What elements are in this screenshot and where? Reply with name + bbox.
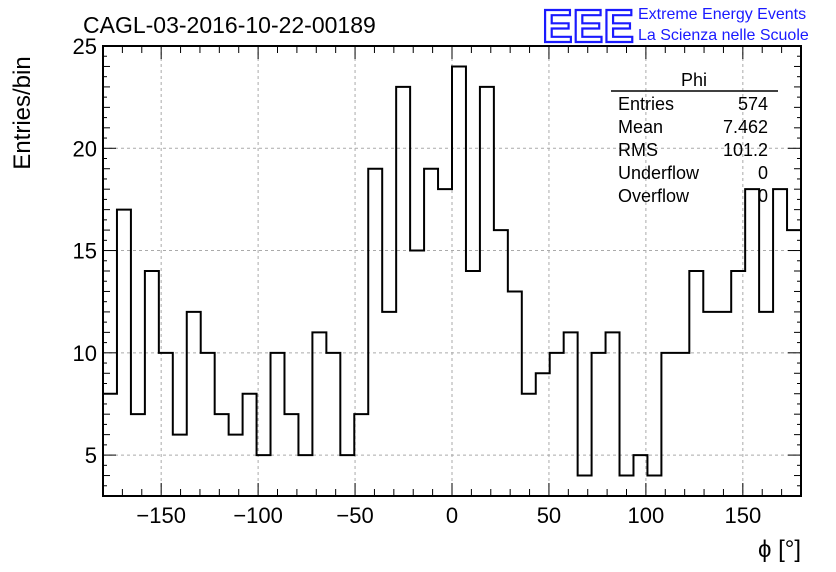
stats-value: 574: [738, 94, 768, 114]
histogram-bin: [536, 373, 550, 496]
stats-label: Entries: [618, 94, 674, 114]
stats-value: 101.2: [723, 140, 768, 160]
histogram-bin: [731, 271, 745, 496]
histogram-bin: [578, 476, 592, 496]
stats-row-mean: Mean 7.462: [618, 117, 768, 137]
histogram-bin: [243, 394, 257, 496]
histogram-bin: [410, 251, 424, 496]
stats-row-underflow: Underflow 0: [618, 163, 768, 183]
histogram-bin: [606, 332, 620, 496]
histogram-bin: [131, 414, 145, 496]
histogram-bin: [689, 271, 703, 496]
histogram-bin: [145, 271, 159, 496]
histogram-bin: [396, 87, 410, 496]
histogram-bin: [424, 169, 438, 496]
x-tick-label: 100: [628, 503, 665, 528]
histogram-bin: [229, 435, 243, 496]
y-tick-label: 5: [85, 443, 97, 468]
x-axis-title: ϕ [°]: [758, 536, 801, 563]
histogram-bin: [284, 414, 298, 496]
histogram-bin: [550, 353, 564, 496]
stats-label: Underflow: [618, 163, 700, 183]
x-tick-label: 50: [537, 503, 561, 528]
chart-title: CAGL-03-2016-10-22-00189: [83, 12, 376, 38]
histogram-bin: [201, 353, 215, 496]
y-tick-label: 20: [73, 136, 97, 161]
histogram-bin: [745, 189, 759, 496]
eee-logo: EEE Extreme Energy Events La Scienza nel…: [541, 0, 809, 53]
histogram-bin: [215, 414, 229, 496]
histogram-bin: [187, 312, 201, 496]
y-tick-label: 15: [73, 239, 97, 264]
x-tick-label: −100: [233, 503, 283, 528]
histogram-bin: [633, 455, 647, 496]
stats-label: Mean: [618, 117, 663, 137]
histogram-bin: [773, 189, 787, 496]
histogram-bin: [675, 353, 689, 496]
histogram-bin: [173, 435, 187, 496]
stats-box: Phi Entries 574 Mean 7.462 RMS 101.2 Und…: [611, 70, 778, 206]
histogram-bin: [298, 455, 312, 496]
x-tick-label: 150: [724, 503, 761, 528]
stats-row-rms: RMS 101.2: [618, 140, 768, 160]
stats-label: Overflow: [618, 186, 690, 206]
histogram-bin: [522, 394, 536, 496]
histogram-bin: [117, 210, 131, 496]
histogram-bin: [564, 332, 578, 496]
histogram-bin: [271, 353, 285, 496]
stats-value: 0: [758, 186, 768, 206]
histogram-bin: [703, 312, 717, 496]
stats-row-entries: Entries 574: [618, 94, 768, 114]
stats-value: 7.462: [723, 117, 768, 137]
histogram-bin: [466, 271, 480, 496]
histogram-bin: [452, 66, 466, 496]
logo-line-1: Extreme Energy Events: [638, 6, 806, 23]
histogram-bin: [592, 353, 606, 496]
histogram-bin: [368, 169, 382, 496]
tick-labels: −150 −100 −50 0 50 100 150 5 10 15 20 25: [73, 34, 762, 528]
histogram-bin: [382, 312, 396, 496]
x-tick-label: 0: [446, 503, 458, 528]
histogram-bars: [103, 65, 801, 496]
y-axis-title: Entries/bin: [9, 56, 36, 169]
histogram-bin: [340, 455, 354, 496]
histogram-bin: [159, 353, 173, 496]
logo-mark: EEE: [542, 0, 634, 52]
stats-row-overflow: Overflow 0: [618, 186, 768, 206]
histogram-bin: [508, 291, 522, 496]
histogram-bin: [759, 312, 773, 496]
histogram-bin: [326, 353, 340, 496]
histogram-bin: [494, 230, 508, 496]
histogram-bin: [312, 332, 326, 496]
stats-label: RMS: [618, 140, 658, 160]
histogram-bin: [257, 455, 271, 496]
histogram-bin: [354, 414, 368, 496]
histogram-step-line: [103, 65, 801, 477]
stats-title: Phi: [681, 70, 707, 90]
logo-line-2: La Scienza nelle Scuole: [638, 27, 809, 44]
histogram-bin: [717, 312, 731, 496]
histogram-bin: [647, 476, 661, 496]
x-tick-label: −150: [136, 503, 186, 528]
x-tick-label: −50: [336, 503, 373, 528]
axis-ticks: [103, 45, 801, 496]
histogram-bin: [661, 353, 675, 496]
histogram-bin: [480, 87, 494, 496]
histogram-bin: [438, 189, 452, 496]
stats-value: 0: [758, 163, 768, 183]
y-tick-label: 10: [73, 341, 97, 366]
y-tick-label: 25: [73, 34, 97, 59]
